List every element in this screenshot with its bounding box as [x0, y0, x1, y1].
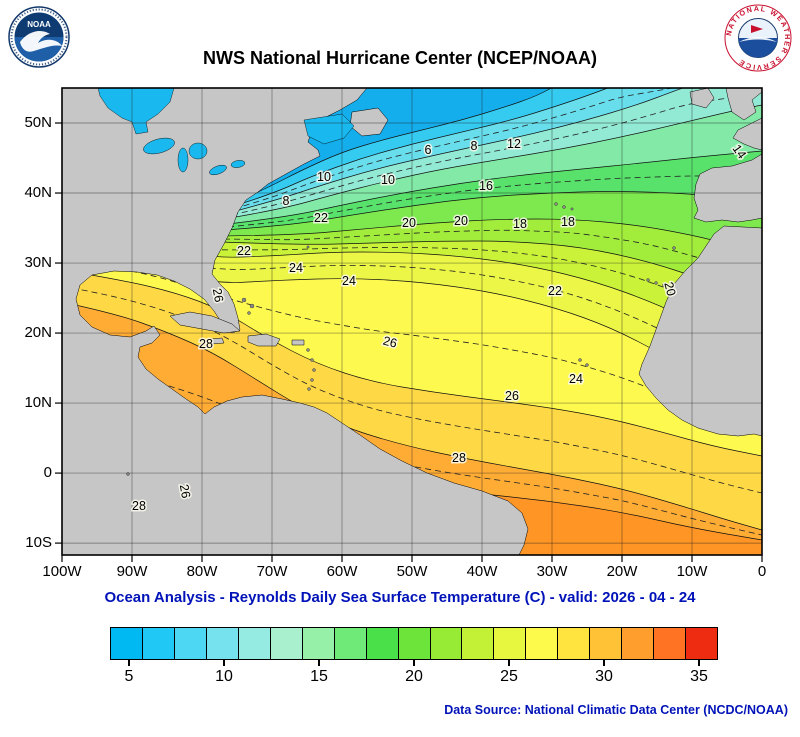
colorbar-cell — [589, 628, 622, 659]
contour-label: 26 — [210, 287, 226, 303]
colorbar-cell — [621, 628, 654, 659]
contour-label: 6 — [425, 143, 432, 157]
y-axis-label: 50N — [24, 114, 52, 131]
colorbar-cell — [461, 628, 494, 659]
contour-label: 26 — [382, 334, 399, 351]
x-axis-label: 90W — [116, 563, 148, 580]
colorbar-tick-label: 20 — [405, 668, 423, 685]
contour-label: 24 — [342, 274, 356, 288]
x-axis-label: 100W — [42, 563, 82, 580]
y-axis-label: 10S — [25, 534, 52, 552]
contour-label: 28 — [452, 451, 466, 465]
contour-label: 28 — [132, 499, 146, 513]
colorbar-cell — [685, 628, 718, 659]
contour-label: 26 — [505, 389, 519, 403]
y-axis-label: 20N — [24, 324, 52, 342]
colorbar-tick-label: 25 — [500, 668, 518, 685]
colorbar-cells — [110, 627, 718, 660]
colorbar-cell — [429, 628, 462, 659]
contour-label: 24 — [289, 261, 303, 275]
contour-label: 8 — [471, 139, 478, 153]
contour-label: 8 — [283, 194, 290, 208]
contour-label: 22 — [314, 211, 328, 225]
contour-label: 10 — [381, 173, 395, 187]
colorbar-cell — [493, 628, 526, 659]
colorbar-cell — [237, 628, 270, 659]
contour-label: 18 — [561, 215, 575, 229]
colorbar-cell — [173, 628, 206, 659]
colorbar-tick — [223, 660, 225, 666]
contour-label: 22 — [548, 284, 562, 298]
contour-label: 10 — [317, 170, 331, 184]
colorbar-tick — [318, 660, 320, 666]
noaa-ring-text-decoration — [10, 8, 68, 66]
contour-label: 18 — [513, 217, 527, 231]
page-title: NWS National Hurricane Center (NCEP/NOAA… — [202, 48, 598, 68]
nws-wave-icon — [739, 37, 777, 42]
colorbar-cell — [205, 628, 238, 659]
colorbar-tick-label: 30 — [595, 668, 613, 685]
x-axis-label: 70W — [256, 563, 288, 580]
colorbar-cell — [269, 628, 302, 659]
colorbar-tick-label: 5 — [124, 668, 134, 685]
colorbar-cell — [397, 628, 430, 659]
colorbar-tick-label: 35 — [690, 668, 708, 685]
x-axis-label: 0 — [757, 563, 767, 580]
graticule — [62, 88, 762, 555]
colorbar-cell — [333, 628, 366, 659]
land — [62, 88, 762, 555]
x-axis-label: 60W — [326, 563, 358, 580]
noaa-logo-text: NOAA — [27, 20, 51, 29]
noaa-logo: NOAA — [8, 6, 70, 73]
colorbar-tick-label: 10 — [215, 668, 233, 685]
colorbar-tick — [128, 660, 130, 666]
contour-label: 20 — [661, 280, 678, 297]
x-axis-label: 20W — [606, 563, 638, 580]
colorbar-tick — [698, 660, 700, 666]
colorbar-cell — [365, 628, 398, 659]
x-axis-label: 30W — [536, 563, 568, 580]
axis-ticks — [55, 122, 763, 562]
y-axis-label: 0 — [43, 464, 52, 482]
contour-label: 12 — [507, 137, 521, 151]
colorbar-tick — [603, 660, 605, 666]
x-axis-label: 40W — [466, 563, 498, 580]
noaa-bird-icon — [20, 30, 62, 52]
y-axis-label: 30N — [24, 254, 52, 271]
map-caption: Ocean Analysis - Reynolds Daily Sea Surf… — [104, 589, 696, 606]
contour-label: 20 — [454, 214, 468, 228]
colorbar-cell — [557, 628, 590, 659]
contour-label: 26 — [177, 483, 193, 499]
contour-label: 24 — [569, 372, 583, 386]
colorbar: 5 10 15 20 25 30 35 — [110, 627, 718, 689]
contour-label: 28 — [199, 337, 213, 351]
y-axis-label: 10N — [24, 394, 52, 412]
contour-label: 20 — [402, 216, 416, 230]
data-source-note: Data Source: National Climatic Data Cent… — [444, 703, 788, 717]
x-axis-label: 80W — [186, 563, 218, 580]
nws-flag-icon — [751, 25, 763, 33]
contour-label: 16 — [479, 179, 493, 193]
colorbar-tick — [413, 660, 415, 666]
colorbar-cell — [653, 628, 686, 659]
colorbar-tick-label: 15 — [310, 668, 328, 685]
colorbar-cell — [301, 628, 334, 659]
colorbar-cell — [111, 628, 142, 659]
x-axis-label: 10W — [676, 563, 708, 580]
y-axis-label: 40N — [24, 184, 52, 201]
colorbar-tick — [508, 660, 510, 666]
colorbar-cell — [525, 628, 558, 659]
colorbar-cell — [141, 628, 174, 659]
nws-logo: NATIONAL WEATHER SERVICE — [724, 4, 792, 77]
contour-label: 22 — [237, 244, 251, 258]
x-axis-label: 50W — [396, 563, 428, 580]
nws-logo-sea — [738, 38, 778, 58]
